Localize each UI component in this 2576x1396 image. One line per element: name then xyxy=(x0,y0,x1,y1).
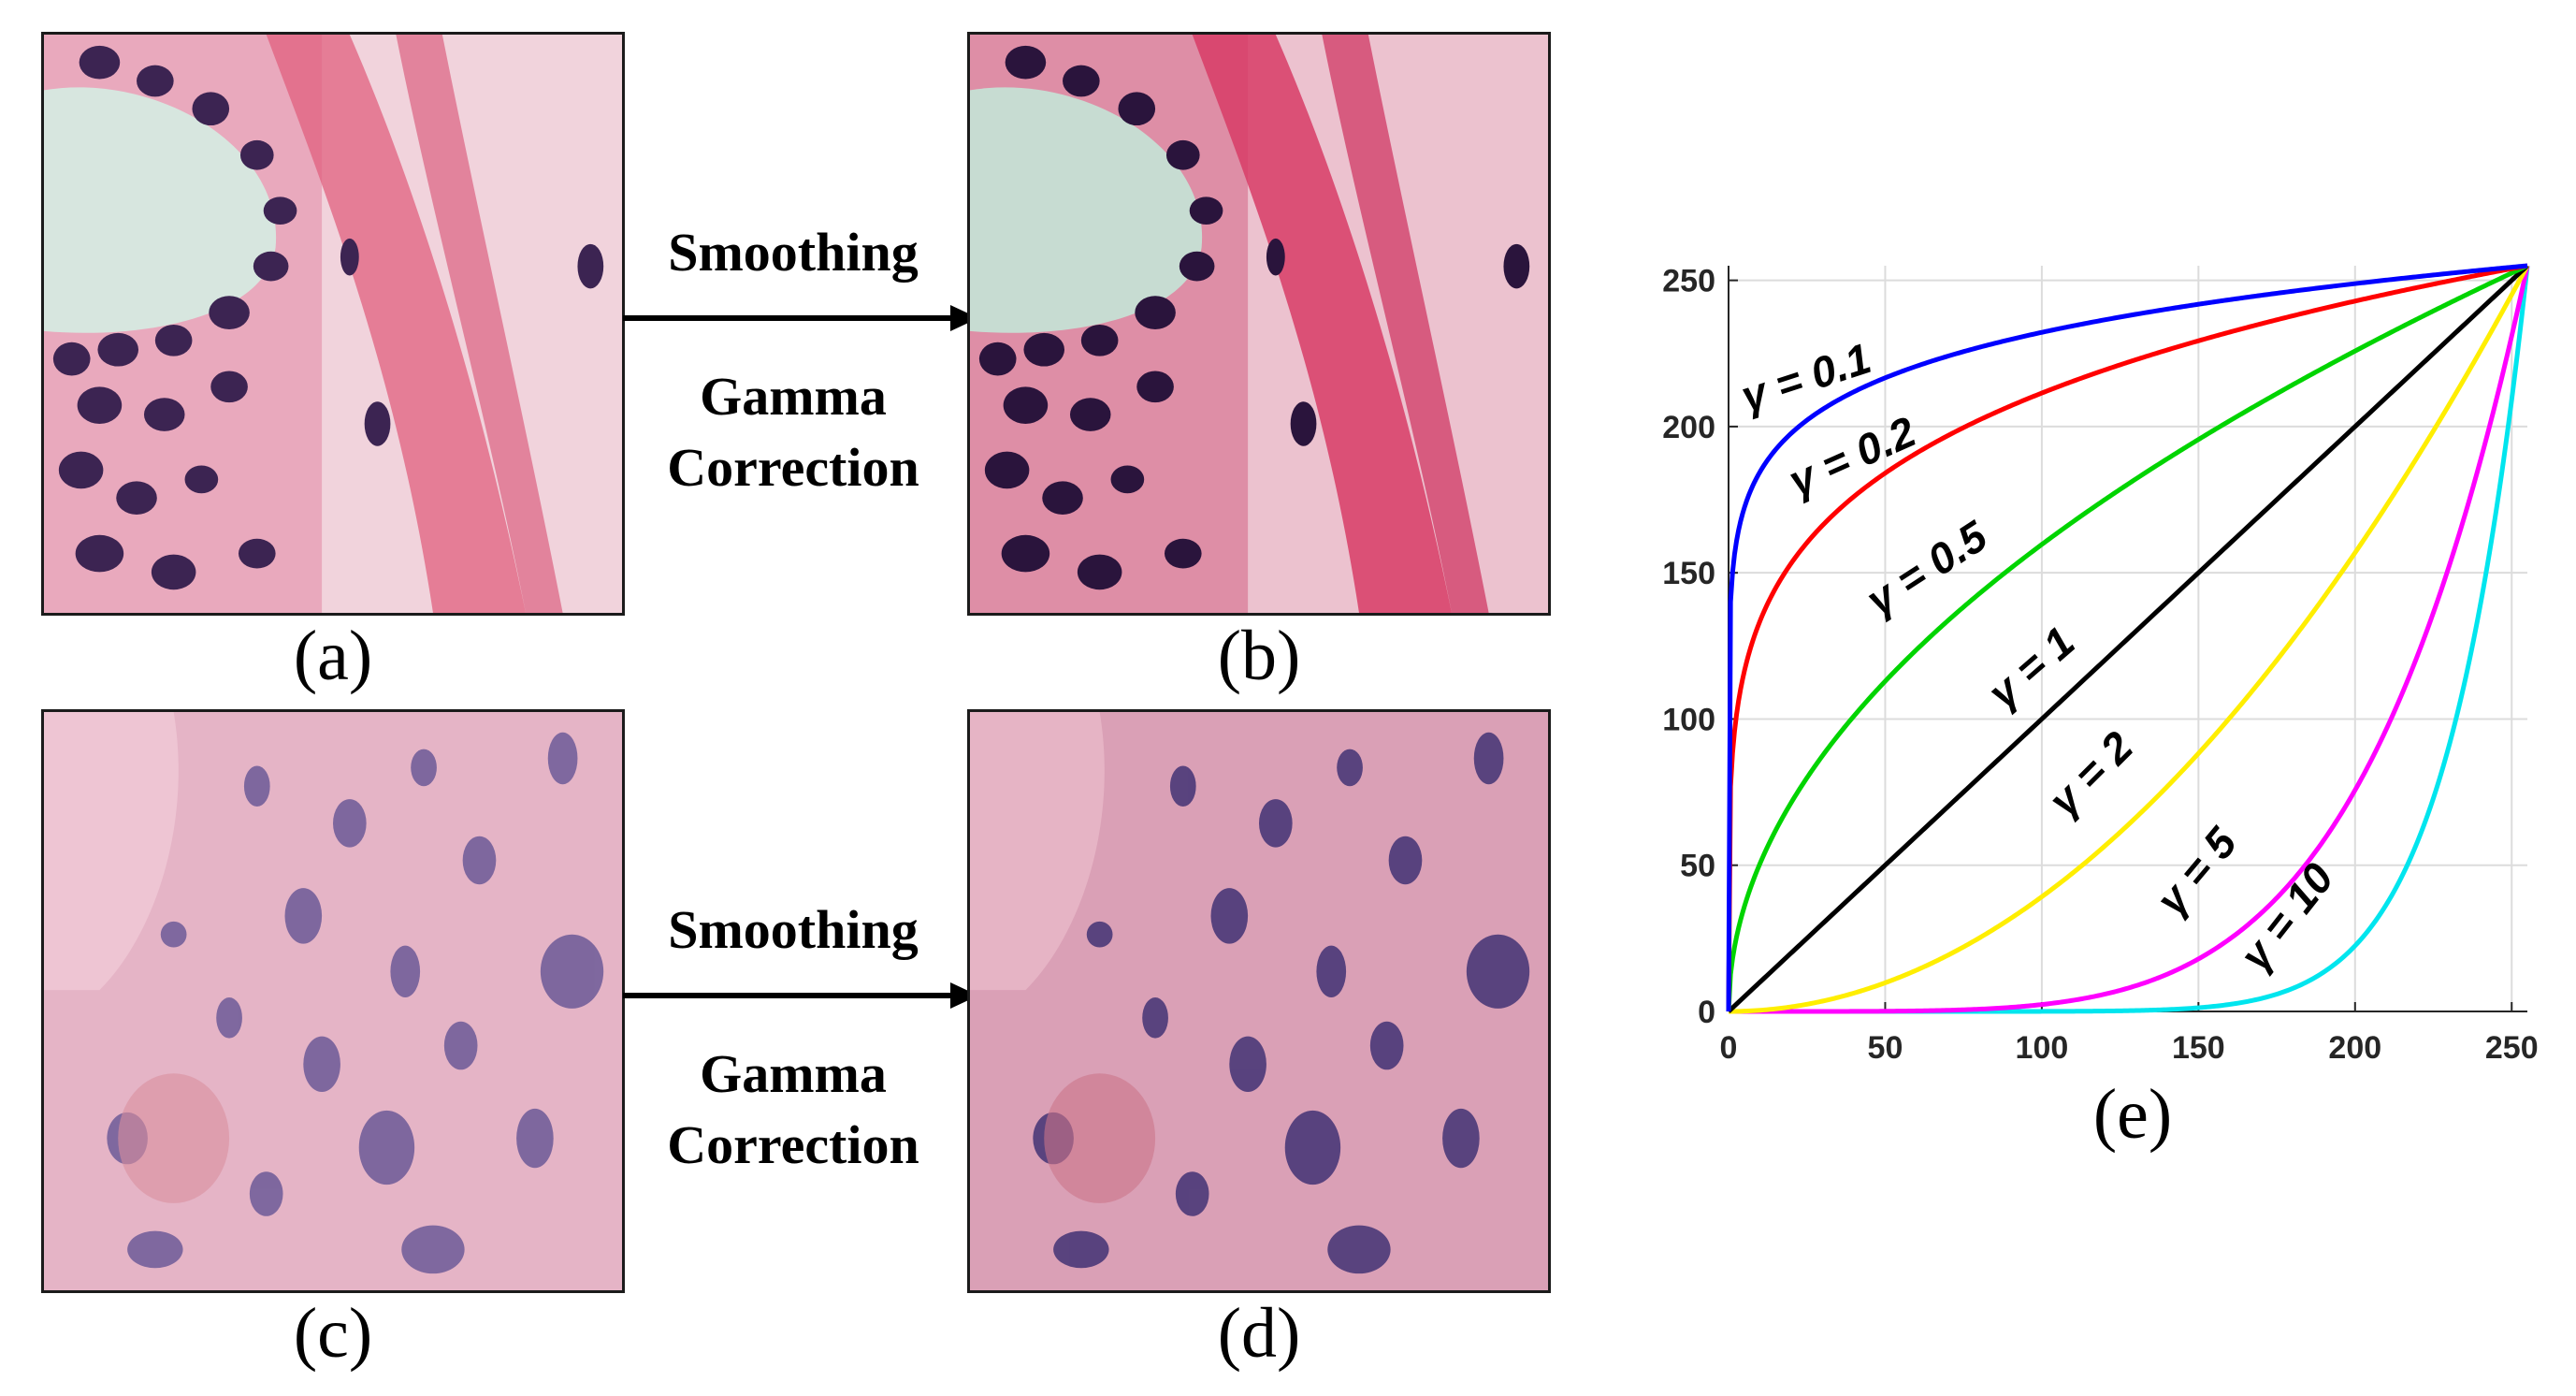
tissue-image-a xyxy=(41,32,625,616)
series-line-3 xyxy=(1727,264,2529,1013)
operation-label-correction-bottom: Correction xyxy=(667,1114,919,1175)
x-tick-label: 200 xyxy=(2328,1030,2381,1066)
x-tick-label: 100 xyxy=(2016,1030,2069,1066)
panel-label-c: (c) xyxy=(293,1294,373,1373)
arrow-right-icon xyxy=(623,305,978,331)
series-line-6 xyxy=(1726,263,2528,1012)
x-tick-label: 50 xyxy=(1868,1030,1903,1066)
y-tick-label: 250 xyxy=(1662,264,1715,299)
arrow-right-icon xyxy=(623,982,978,1009)
series-line-4 xyxy=(1726,263,2529,1012)
y-tick-label: 200 xyxy=(1662,410,1715,445)
series-line-2 xyxy=(1728,264,2530,1014)
panel-label-d: (d) xyxy=(1217,1294,1301,1373)
y-tick-label: 150 xyxy=(1662,556,1715,591)
tissue-image-b xyxy=(967,32,1551,616)
operation-label-smoothing-bottom: Smoothing xyxy=(668,899,919,960)
operation-label-correction-top: Correction xyxy=(667,437,919,498)
series-line-1 xyxy=(1728,265,2530,1014)
x-tick-label: 0 xyxy=(1720,1030,1738,1066)
panel-label-e: (e) xyxy=(2092,1075,2173,1154)
y-tick-label: 100 xyxy=(1662,702,1715,737)
y-tick-label: 50 xyxy=(1680,849,1715,884)
tissue-image-c xyxy=(41,709,625,1293)
tissue-image-d xyxy=(967,709,1551,1293)
operation-label-gamma-bottom: Gamma xyxy=(700,1043,887,1104)
panel-label-b: (b) xyxy=(1217,617,1301,695)
series-line-5 xyxy=(1726,263,2528,1012)
operation-label-gamma-top: Gamma xyxy=(700,366,887,427)
x-tick-label: 150 xyxy=(2172,1030,2225,1066)
x-tick-label: 250 xyxy=(2485,1030,2539,1066)
panel-label-a: (a) xyxy=(293,617,373,695)
operation-label-smoothing-top: Smoothing xyxy=(668,222,919,283)
y-tick-label: 0 xyxy=(1698,995,1715,1030)
